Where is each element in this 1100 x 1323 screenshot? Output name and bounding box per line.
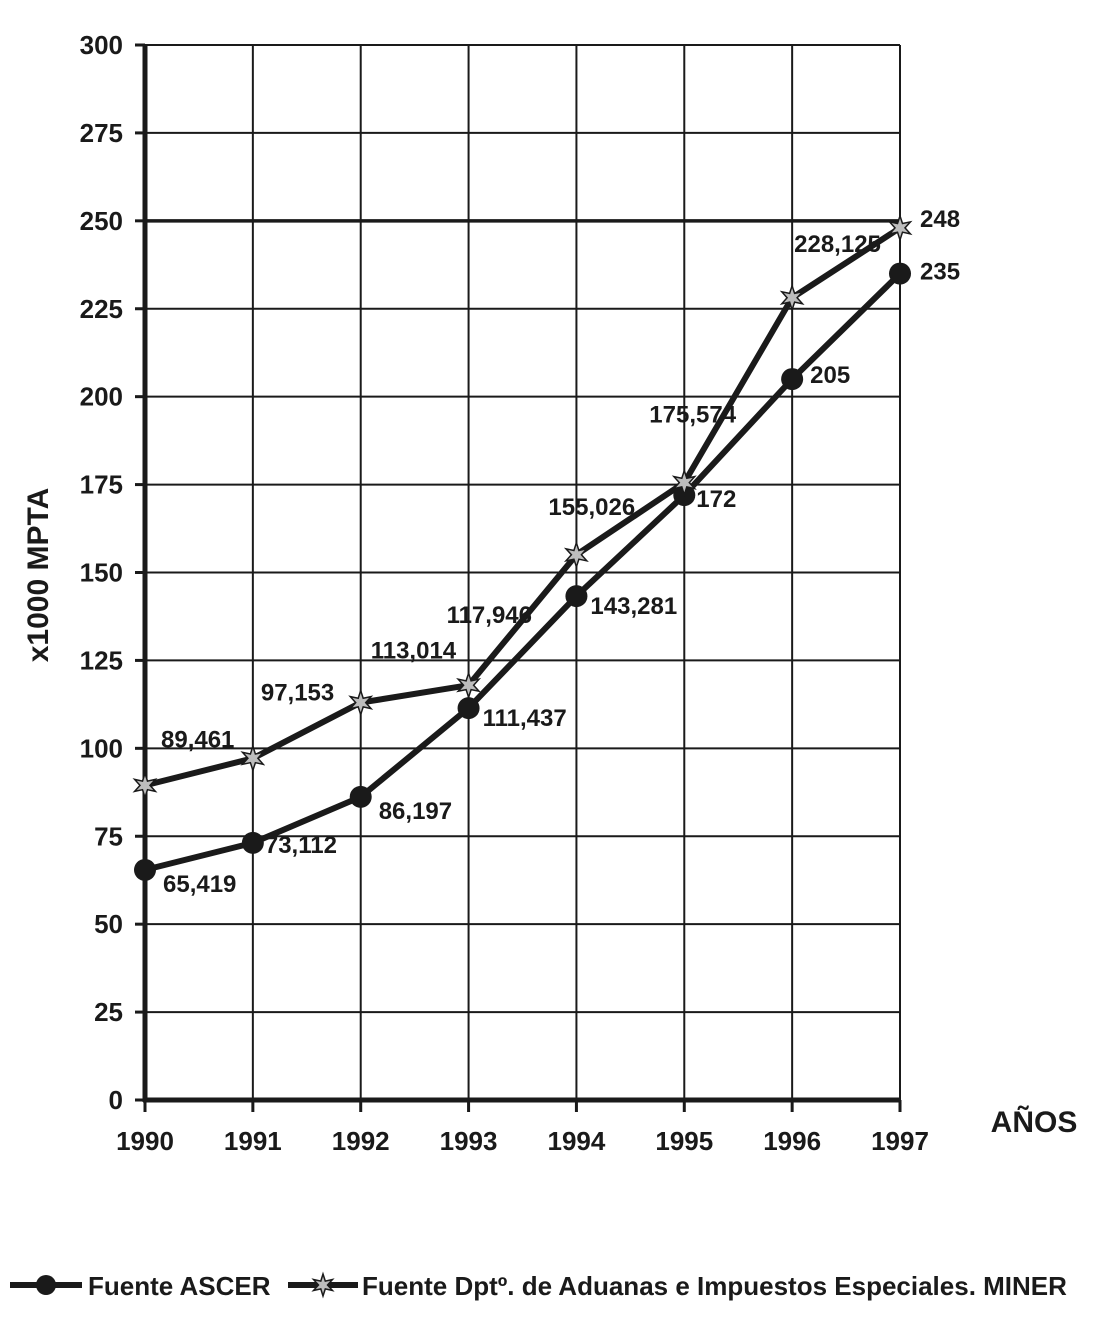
y-tick-label-0: 0 — [109, 1085, 123, 1115]
y-tick-label-225: 225 — [80, 294, 123, 324]
data-point-miner-1993 — [456, 670, 482, 700]
data-label-layer: 65,419 73,112 86,197 111,437 143,281 172 205 23… — [161, 206, 960, 898]
y-tick-label-25: 25 — [94, 997, 123, 1027]
series-line-miner — [144, 225, 902, 789]
data-point-miner-1991 — [240, 743, 266, 773]
data-point-ascer-1990 — [134, 858, 156, 881]
data-point-ascer-1993 — [457, 697, 480, 720]
y-tick-label-275: 275 — [80, 118, 123, 148]
data-label-miner-1992: 113,014 — [371, 638, 457, 665]
data-point-ascer-1994 — [565, 585, 588, 608]
data-label-ascer-1997: 235 — [920, 259, 960, 286]
series-layer — [132, 213, 913, 881]
y-tick-label-50: 50 — [94, 909, 123, 939]
y-tick-label-75: 75 — [94, 821, 123, 851]
x-tick-label-1991: 1991 — [224, 1126, 282, 1156]
data-point-ascer-1996 — [781, 368, 804, 391]
x-tick-label-1992: 1992 — [332, 1126, 390, 1156]
axis-layer: 0 25 50 75 100 125 150 175 200 225 250 275 300 1990 19… — [80, 30, 929, 1156]
y-tick-label-125: 125 — [80, 645, 123, 675]
x-tick-label-1997: 1997 — [871, 1126, 929, 1156]
data-label-ascer-1990: 65,419 — [163, 871, 236, 898]
x-tick-label-1993: 1993 — [440, 1126, 498, 1156]
data-point-miner-1994 — [563, 540, 589, 570]
series-line-ascer — [144, 271, 903, 873]
data-label-miner-1994: 155,026 — [548, 494, 635, 521]
x-tick-label-1996: 1996 — [763, 1126, 821, 1156]
data-label-miner-1993: 117,946 — [447, 602, 532, 629]
y-tick-label-250: 250 — [80, 206, 123, 236]
x-axis-title: AÑOS — [991, 1105, 1078, 1139]
data-label-ascer-1991: 73,112 — [265, 832, 337, 859]
x-tick-label-1990: 1990 — [116, 1126, 174, 1156]
y-tick-label-175: 175 — [80, 470, 123, 500]
legend-item-miner: Fuente Dptº. de Aduanas e Impuestos Espe… — [288, 1271, 1067, 1301]
data-label-ascer-1994: 143,281 — [590, 593, 677, 620]
y-tick-label-100: 100 — [80, 733, 123, 763]
data-point-ascer-1991 — [241, 831, 264, 854]
data-label-miner-1996: 228,125 — [794, 231, 881, 258]
y-tick-label-200: 200 — [80, 382, 123, 412]
data-point-miner-1996 — [779, 283, 805, 313]
grid-layer — [145, 44, 901, 1100]
data-point-miner-1997 — [887, 213, 913, 243]
data-label-miner-1997: 248 — [920, 206, 960, 233]
data-label-ascer-1993: 111,437 — [483, 705, 567, 732]
data-point-miner-1992 — [348, 688, 374, 718]
legend-label-ascer: Fuente ASCER — [88, 1271, 271, 1301]
data-label-miner-1995: 175,574 — [649, 402, 736, 429]
legend-label-miner: Fuente Dptº. de Aduanas e Impuestos Espe… — [362, 1271, 1067, 1301]
y-axis-title: x1000 MPTA — [22, 488, 55, 663]
legend-star-shape — [311, 1271, 335, 1299]
x-tick-label-1995: 1995 — [655, 1126, 713, 1156]
y-tick-label-300: 300 — [80, 30, 123, 60]
data-point-ascer-1997 — [889, 262, 911, 285]
data-label-miner-1991: 97,153 — [261, 679, 334, 706]
data-point-miner-1995 — [671, 468, 697, 498]
legend-item-ascer: Fuente ASCER — [10, 1271, 271, 1301]
data-label-miner-1990: 89,461 — [161, 726, 234, 753]
data-label-ascer-1995: 172 — [696, 486, 736, 513]
y-tick-label-150: 150 — [80, 558, 123, 588]
data-point-miner-1990 — [132, 770, 158, 800]
legend-star-marker-icon — [311, 1271, 335, 1299]
legend: Fuente ASCER Fuente Dptº. de Aduanas e I… — [10, 1271, 1067, 1301]
data-label-ascer-1996: 205 — [810, 362, 850, 389]
legend-circle-marker-icon — [36, 1275, 56, 1295]
x-tick-label-1994: 1994 — [548, 1126, 606, 1156]
data-point-ascer-1992 — [349, 785, 372, 808]
data-label-ascer-1992: 86,197 — [379, 798, 452, 825]
